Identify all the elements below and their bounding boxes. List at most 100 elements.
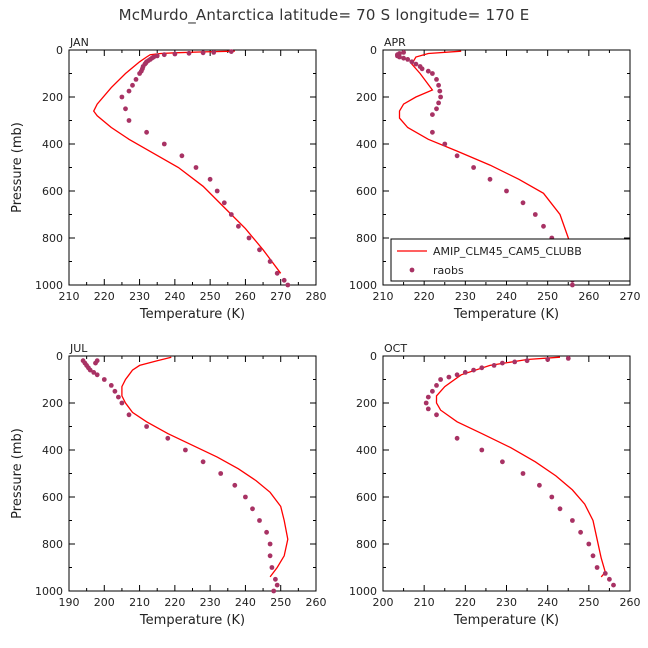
panel-label: APR — [384, 36, 406, 49]
x-tick-label: 240 — [496, 290, 517, 303]
raobs-point — [590, 553, 596, 559]
x-tick-label: 190 — [59, 596, 80, 609]
raobs-point — [549, 494, 555, 500]
raobs-point — [200, 459, 206, 465]
raobs-point — [130, 82, 135, 88]
y-tick-label: 0 — [370, 350, 377, 363]
panel-jul: 190 200 210 220 230 240 250 260 0 200 400 600 800 100… — [10, 342, 327, 628]
raobs-point — [144, 129, 150, 135]
raobs-point — [274, 582, 280, 588]
y-tick-label: 800 — [356, 538, 377, 551]
raobs-point — [193, 165, 199, 170]
raobs-point — [504, 188, 509, 194]
raobs-point — [179, 153, 185, 159]
y-tick-label: 600 — [356, 185, 377, 198]
y-tick-label: 400 — [42, 138, 63, 151]
x-tick-label: 260 — [306, 596, 327, 609]
x-tick-label: 250 — [270, 596, 291, 609]
raobs-point — [438, 94, 443, 100]
raobs-point — [479, 365, 485, 371]
raobs-point — [434, 412, 439, 418]
raobs-point — [430, 71, 435, 76]
x-tick-label: 260 — [620, 596, 641, 609]
x-tick-label: 210 — [414, 596, 435, 609]
raobs-point — [257, 518, 262, 523]
raobs-point — [87, 367, 93, 373]
model-line — [92, 50, 282, 274]
x-tick-label: 220 — [414, 290, 435, 303]
x-tick-label: 240 — [235, 596, 256, 609]
raobs-point — [267, 259, 273, 264]
y-tick-label: 200 — [356, 91, 377, 104]
raobs-point — [565, 356, 571, 361]
raobs-point — [537, 482, 542, 488]
raobs-point — [454, 372, 460, 378]
raobs-point — [165, 435, 171, 441]
raobs-point — [232, 482, 238, 488]
raobs-point — [479, 447, 485, 453]
plot-frame — [68, 49, 317, 286]
x-tick-label: 230 — [129, 290, 150, 303]
x-tick-label: 230 — [200, 596, 221, 609]
x-tick-label: 250 — [537, 290, 558, 303]
raobs-point — [221, 200, 227, 206]
x-tick-label: 200 — [94, 596, 115, 609]
legend-point-swatch — [409, 267, 415, 273]
raobs-point — [471, 367, 476, 373]
y-tick-label: 400 — [356, 444, 377, 457]
y-tick-label: 400 — [42, 444, 63, 457]
raobs-point — [570, 282, 575, 288]
raobs-point — [119, 94, 125, 100]
raobs-point — [183, 447, 188, 453]
raobs-point — [425, 68, 431, 74]
raobs-point — [578, 529, 583, 535]
x-tick-label: 260 — [578, 290, 599, 303]
raobs-point — [91, 370, 97, 375]
raobs-point — [267, 553, 273, 559]
y-tick-label: 0 — [56, 350, 63, 363]
raobs-point — [487, 176, 493, 182]
legend-label-model: AMIP_CLM45_CAM5_CLUBB — [433, 245, 582, 258]
chart-title: McMurdo_Antarctica latitude= 70 S longit… — [118, 6, 530, 24]
y-tick-label: 400 — [356, 138, 377, 151]
y-tick-label: 200 — [42, 397, 63, 410]
raobs-point — [462, 370, 468, 375]
raobs-point — [446, 374, 452, 380]
model-line — [398, 50, 594, 274]
raobs-point — [133, 77, 139, 82]
raobs-point — [413, 61, 419, 67]
y-tick-label: 0 — [56, 44, 63, 57]
raobs-point — [257, 247, 262, 253]
raobs-point — [436, 100, 441, 106]
raobs-point — [430, 129, 435, 135]
raobs-point — [437, 88, 443, 94]
raobs-point — [271, 588, 277, 594]
panel-jan: 210 220 230 240 250 260 270 280 0 200 400 600 800 100… — [10, 36, 327, 322]
raobs-point — [137, 71, 143, 76]
y-tick-label: 1000 — [349, 585, 377, 598]
raobs-point — [557, 506, 563, 512]
x-tick-label: 210 — [373, 290, 394, 303]
y-tick-label: 600 — [42, 491, 63, 504]
x-axis-label: Temperature (K) — [453, 307, 559, 322]
raobs-point — [186, 50, 192, 56]
panel-label: JAN — [69, 36, 89, 49]
raobs-point — [126, 88, 132, 94]
raobs-point — [409, 59, 415, 65]
x-tick-label: 240 — [164, 290, 185, 303]
x-tick-label: 270 — [270, 290, 291, 303]
raobs-point — [520, 200, 526, 206]
raobs-point — [405, 57, 411, 62]
raobs-point — [144, 424, 150, 429]
raobs-point — [264, 529, 269, 535]
y-axis-label: Pressure (mb) — [10, 122, 25, 213]
raobs-point — [243, 494, 248, 500]
model-line — [121, 356, 289, 578]
model-line — [435, 356, 607, 578]
plot-frame — [68, 355, 317, 592]
raobs-point — [541, 223, 546, 229]
raobs-point — [419, 66, 425, 72]
y-tick-label: 800 — [42, 232, 63, 245]
y-tick-label: 1000 — [35, 585, 63, 598]
